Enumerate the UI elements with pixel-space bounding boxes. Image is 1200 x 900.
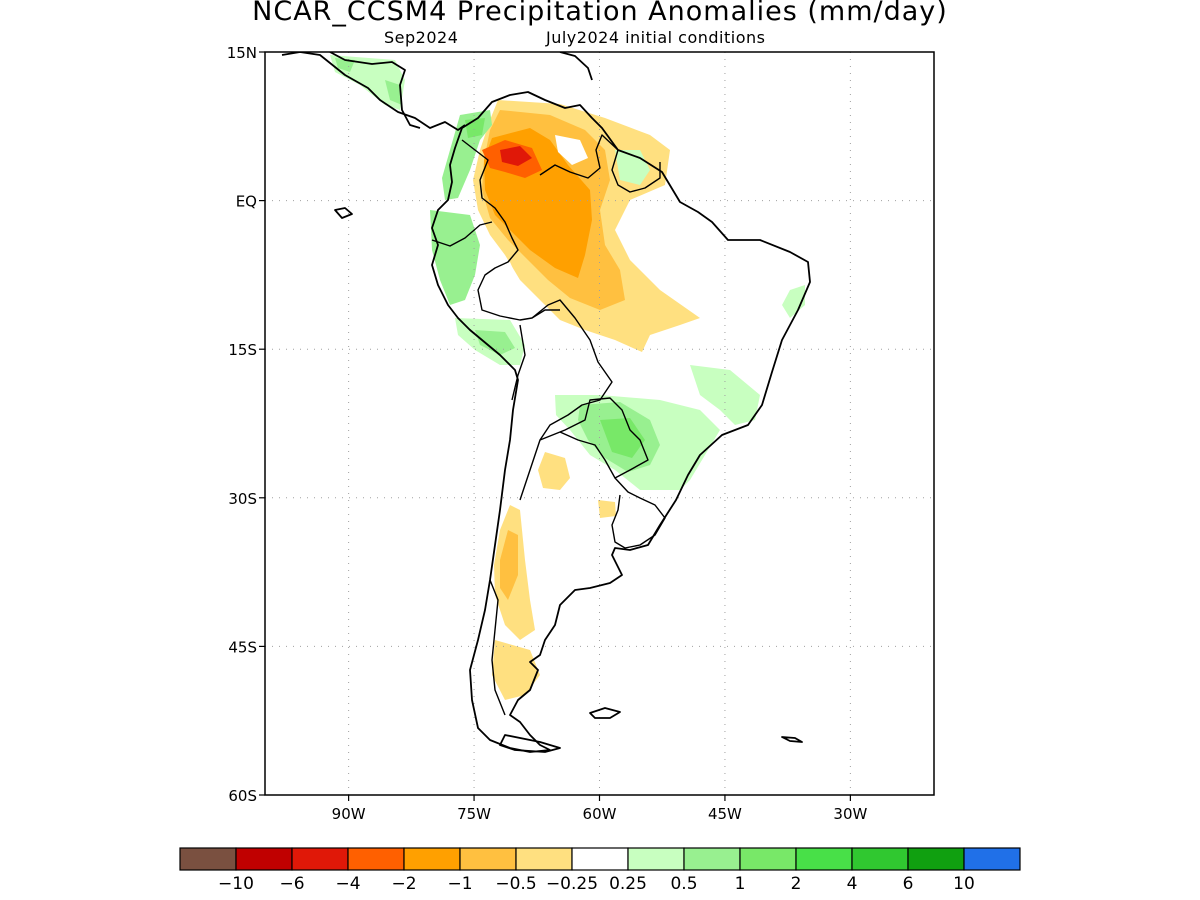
colorbar-swatch [795, 847, 853, 871]
colorbar-label: 6 [903, 874, 914, 894]
colorbar-label: −10 [218, 874, 254, 894]
latitude-label: 15S [228, 341, 257, 359]
anomaly-field [330, 55, 805, 700]
national-border [431, 221, 493, 247]
initial-conditions-label: July2024 initial conditions [546, 28, 766, 47]
national-border [531, 309, 560, 319]
wet-anomaly-area [465, 118, 485, 138]
wet-anomaly-area [385, 80, 402, 105]
latitude-label: 30S [228, 490, 257, 508]
latitude-axis: 15N EQ 15S 30S 45S 60S [227, 44, 265, 805]
dry-anomaly-area [492, 640, 540, 700]
wet-anomaly-area [782, 285, 805, 318]
cuba-coast [559, 52, 593, 81]
longitude-label: 45W [708, 805, 742, 823]
longitude-label: 60W [583, 805, 617, 823]
colorbar-swatch [235, 847, 293, 871]
colorbar-label: −0.25 [546, 874, 598, 894]
colorbar-swatch [851, 847, 909, 871]
colorbar-label: −1 [447, 874, 472, 894]
colorbar-label: −2 [391, 874, 416, 894]
national-border [539, 397, 649, 479]
colorbar-label: −0.5 [495, 874, 536, 894]
colorbar-swatch [571, 847, 629, 871]
colorbar-swatch [963, 847, 1021, 871]
central-america-coast [281, 52, 466, 131]
colorbar-swatch [403, 847, 461, 871]
wet-anomaly-area [430, 210, 480, 305]
forecast-month-label: Sep2024 [384, 28, 459, 47]
south-america-coast [431, 91, 811, 753]
dry-anomaly-area [500, 530, 518, 600]
colorbar-swatch [347, 847, 405, 871]
falkland-islands [589, 707, 621, 719]
tierra-del-fuego [499, 734, 561, 753]
colorbar-label: −6 [279, 874, 304, 894]
central-america-coast [329, 52, 421, 129]
colorbar-swatch [627, 847, 685, 871]
colorbar-swatch [683, 847, 741, 871]
colorbar-swatch [179, 847, 237, 871]
colorbar-swatch [515, 847, 573, 871]
colorbar-swatch [739, 847, 797, 871]
wet-anomaly-area [600, 418, 645, 458]
neutral-area [488, 262, 520, 300]
colorbar-swatch [459, 847, 517, 871]
coastlines [281, 52, 811, 753]
national-border [489, 579, 506, 716]
colorbar-label: −4 [335, 874, 360, 894]
latitude-label: EQ [236, 193, 257, 211]
colorbar-label: 2 [791, 874, 802, 894]
galapagos-islands [334, 207, 353, 219]
wet-anomaly-area [475, 330, 515, 355]
latitude-label: 45S [228, 638, 257, 656]
latitude-label: 60S [228, 787, 257, 805]
colorbar-swatch [291, 847, 349, 871]
dry-anomaly-area [538, 452, 570, 490]
longitude-axis: 90W 75W 60W 45W 30W [332, 795, 868, 823]
national-border [511, 324, 526, 401]
dry-anomaly-area [500, 146, 532, 166]
colorbar-label: 10 [953, 874, 975, 894]
national-border [611, 477, 666, 549]
colorbar-labels: −10 −6 −4 −2 −1 −0.5 −0.25 0.25 0.5 1 2 4 6 10 [218, 874, 975, 894]
colorbar-label: 0.5 [670, 874, 697, 894]
colorbar-label: 4 [847, 874, 858, 894]
neutral-area [555, 135, 588, 165]
graticule [265, 51, 934, 795]
longitude-label: 30W [833, 805, 867, 823]
longitude-label: 90W [332, 805, 366, 823]
colorbar-label: 0.25 [609, 874, 647, 894]
colorbar-swatch [907, 847, 965, 871]
colorbar-label: 1 [735, 874, 746, 894]
longitude-label: 75W [457, 805, 491, 823]
south-georgia [781, 736, 803, 743]
map-title: NCAR_CCSM4 Precipitation Anomalies (mm/d… [252, 0, 948, 27]
dry-anomaly-area [598, 500, 616, 518]
national-border [539, 134, 661, 193]
colorbar [179, 847, 1021, 871]
latitude-label: 15N [227, 44, 257, 62]
national-border [461, 139, 613, 501]
